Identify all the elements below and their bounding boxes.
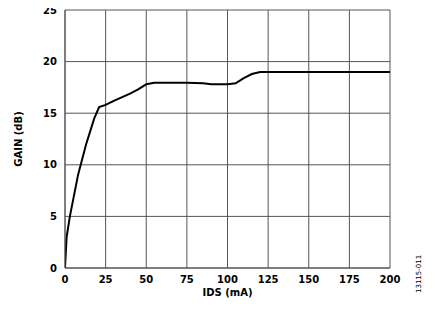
svg-text:175: 175 [339, 274, 360, 285]
svg-text:200: 200 [380, 274, 401, 285]
html-text:13115-011: 13115-011 [415, 254, 423, 293]
svg-text:150: 150 [298, 274, 319, 285]
svg-text:20: 20 [43, 56, 57, 67]
svg-text:25: 25 [99, 274, 113, 285]
svg-text:50: 50 [139, 274, 153, 285]
svg-text:5: 5 [50, 211, 57, 222]
svg-text:0: 0 [62, 274, 69, 285]
svg-text:0: 0 [50, 263, 57, 274]
svg-text:IDS (mA): IDS (mA) [202, 287, 252, 298]
svg-text:75: 75 [180, 274, 194, 285]
svg-text:15: 15 [43, 108, 57, 119]
svg-text:100: 100 [217, 274, 238, 285]
svg-text:GAIN (dB): GAIN (dB) [13, 111, 24, 166]
svg-text:125: 125 [258, 274, 279, 285]
svg-text:25: 25 [43, 8, 57, 16]
svg-text:10: 10 [43, 159, 57, 170]
